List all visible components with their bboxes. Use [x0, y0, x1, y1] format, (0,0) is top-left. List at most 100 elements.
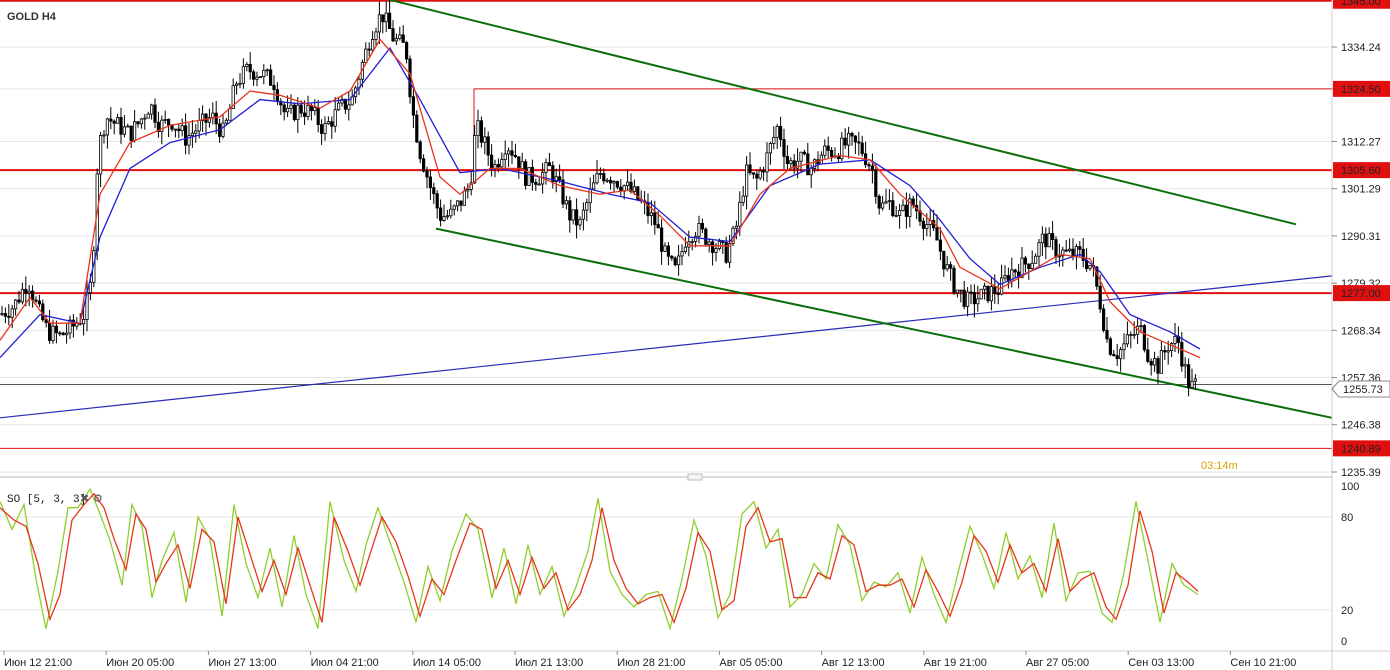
candle-body: [1023, 257, 1027, 265]
candle-body: [245, 64, 249, 67]
candle-body: [588, 188, 592, 204]
candle-body: [782, 139, 786, 157]
candle-body: [438, 207, 443, 221]
candle-body: [61, 332, 65, 336]
candle-body: [768, 143, 773, 154]
candle-body: [442, 216, 446, 221]
candle-body: [112, 120, 116, 124]
candle-body: [802, 151, 807, 155]
candle-body: [54, 325, 59, 334]
oscillator-pane[interactable]: [0, 487, 1332, 631]
close-icon[interactable]: ✖: [80, 492, 89, 505]
candle-body: [1112, 353, 1116, 357]
candle-body: [762, 170, 766, 173]
candle-body: [989, 286, 994, 302]
candle-body: [459, 200, 463, 206]
candle-body: [751, 172, 756, 175]
current-price-label: 1255.73: [1343, 384, 1383, 396]
candle-body: [1166, 350, 1170, 353]
support-trendline[interactable]: [0, 275, 1333, 419]
candle-body: [901, 204, 905, 212]
candle-body: [1153, 358, 1157, 366]
candle-body: [336, 102, 341, 111]
candle-body: [847, 132, 851, 146]
candle-body: [564, 200, 569, 205]
candle-body: [721, 241, 725, 243]
candle-body: [1142, 325, 1146, 351]
candle-body: [1156, 358, 1160, 374]
candle-body: [122, 126, 126, 135]
candle-body: [126, 125, 130, 128]
level-labels: 1345.00 1324.50 1305.60 1277.00 1240.89: [1333, 0, 1390, 457]
candle-body: [581, 209, 586, 220]
price-tick-label: 1246.38: [1341, 420, 1381, 432]
pane-resize-handle[interactable]: [687, 473, 703, 481]
channel-lower-line[interactable]: [435, 227, 1333, 419]
candle-body: [421, 158, 426, 172]
candle-body: [554, 176, 558, 182]
candle-body: [10, 308, 14, 318]
candle-body: [51, 325, 55, 341]
candle-body: [34, 299, 38, 302]
candle-body: [598, 173, 603, 175]
candle-body: [163, 118, 167, 121]
candle-body: [132, 121, 137, 141]
candle-body: [826, 145, 830, 151]
candle-body: [571, 209, 575, 221]
level-label-box: [1333, 440, 1390, 457]
candle-body: [1129, 334, 1133, 336]
price-tick-label: 1268.34: [1341, 325, 1381, 337]
candle-body: [13, 299, 18, 310]
price-tick-label: 1301.29: [1341, 184, 1381, 196]
candle-body: [483, 136, 487, 143]
candle-body: [755, 173, 759, 179]
candle-body: [925, 224, 929, 229]
candle-body: [391, 28, 395, 42]
candle-body: [796, 160, 800, 169]
price-grid: [0, 46, 1332, 473]
time-axis[interactable]: Июн 12 21:00 Июн 20 05:00 Июн 27 13:00 Июл …: [3, 651, 1296, 669]
candle-body: [1088, 265, 1092, 269]
candle-body: [387, 12, 392, 30]
candle-body: [1119, 349, 1123, 360]
time-tick-label: Июл 14 05:00: [413, 657, 481, 669]
candle-body: [99, 135, 103, 175]
candle-body: [636, 186, 640, 200]
level-label-box: [1333, 80, 1390, 97]
candle-body: [1081, 248, 1085, 261]
candle-body: [785, 155, 790, 165]
price-axis[interactable]: 1334.241324.501312.271301.291290.311279.…: [1332, 42, 1381, 479]
candle-body: [1064, 249, 1068, 252]
candle-body: [319, 124, 324, 134]
candle-body: [792, 160, 796, 169]
trendlines[interactable]: [0, 0, 1333, 419]
gear-icon[interactable]: ⚙: [93, 492, 103, 505]
candle-body: [779, 126, 783, 140]
candle-body: [404, 42, 409, 60]
candle-body: [180, 125, 184, 132]
candle-body: [602, 173, 606, 182]
candle-body: [1102, 308, 1106, 331]
candle-body: [694, 235, 698, 242]
oscillator-tick-label: 80: [1341, 512, 1353, 524]
main-pane[interactable]: [0, 0, 1333, 473]
candle-body: [214, 112, 218, 125]
candle-body: [449, 208, 453, 217]
candle-body: [129, 125, 133, 141]
time-tick-label: Сен 03 13:00: [1128, 657, 1194, 669]
oscillator-grid: [0, 516, 1332, 611]
candle-body: [445, 215, 450, 218]
candle-body: [489, 154, 494, 170]
candle-body: [251, 71, 256, 80]
horizontal-levels[interactable]: [0, 0, 1332, 449]
candle-body: [595, 173, 599, 184]
candle-body: [592, 182, 596, 190]
candle-body: [149, 104, 154, 115]
candle-body: [690, 241, 694, 243]
candle-body: [166, 118, 171, 126]
candle-body: [190, 132, 194, 136]
price-tick-label: 1334.24: [1341, 42, 1381, 54]
channel-upper-line[interactable]: [376, 0, 1297, 226]
candle-body: [904, 204, 909, 217]
